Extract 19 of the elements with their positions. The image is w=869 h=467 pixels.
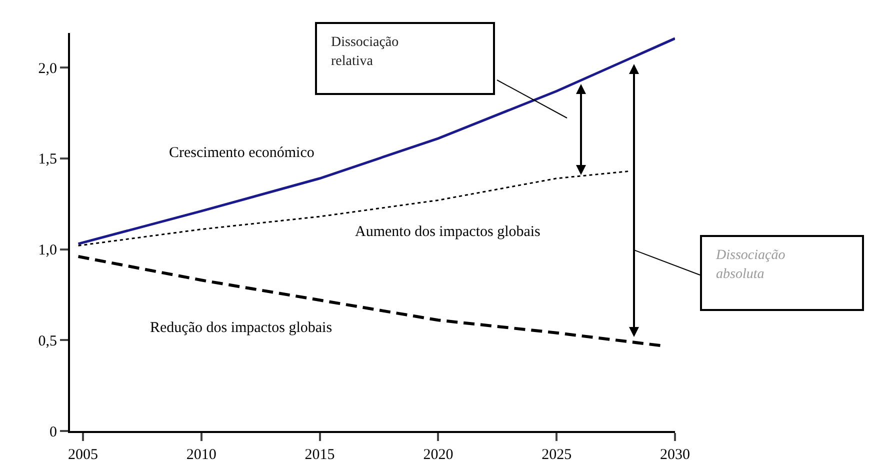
note-box: Dissociação absoluta xyxy=(700,235,864,311)
y-tick-label: 2,0 xyxy=(38,60,57,77)
x-tick-label: 2005 xyxy=(68,447,98,463)
x-tick-label: 2025 xyxy=(542,447,572,463)
x-tick-label: 2030 xyxy=(660,447,690,463)
x-tick-label: 2015 xyxy=(304,447,335,463)
y-tick-label: 0 xyxy=(50,424,57,440)
line-series xyxy=(76,255,662,348)
x-tick-label: 2010 xyxy=(186,447,216,463)
y-tick-label: 1,5 xyxy=(38,152,57,168)
series-label: Crescimento económico xyxy=(169,145,314,161)
note-box: Dissociação relativa xyxy=(315,22,495,95)
y-tick-label: 0,5 xyxy=(38,333,57,350)
line-series xyxy=(78,170,631,246)
series-label: Redução dos impactos globais xyxy=(150,320,332,336)
y-tick-label: 1,0 xyxy=(38,242,57,259)
series-label: Aumento dos impactos globais xyxy=(355,224,541,240)
x-tick-label: 2020 xyxy=(423,447,454,463)
line-series xyxy=(77,37,675,246)
